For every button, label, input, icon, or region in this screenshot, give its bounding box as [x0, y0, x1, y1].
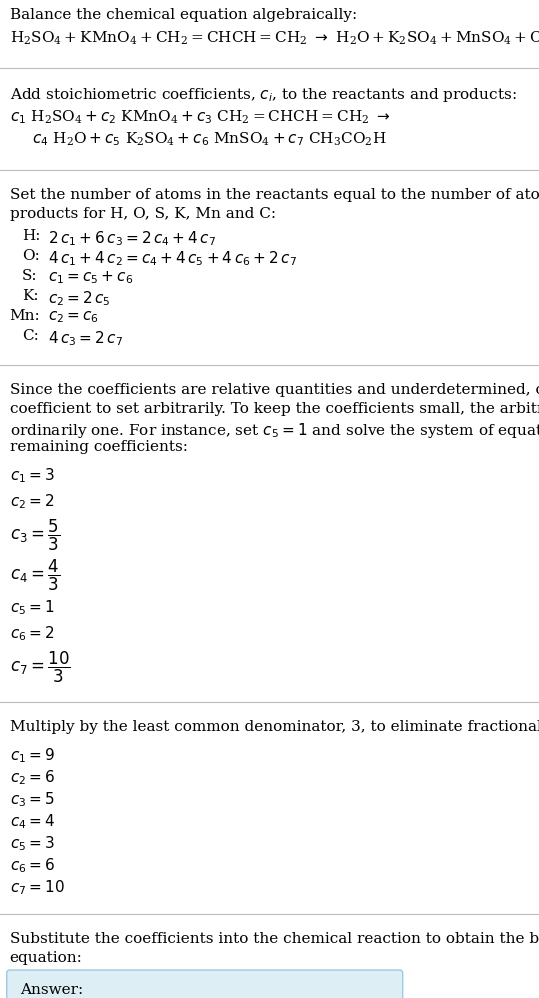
Text: $2\,c_1 + 6\,c_3 = 2\,c_4 + 4\,c_7$: $2\,c_1 + 6\,c_3 = 2\,c_4 + 4\,c_7$: [48, 229, 216, 248]
Text: $c_6 = 2$: $c_6 = 2$: [10, 624, 54, 643]
Text: Add stoichiometric coefficients, $\mathit{c_i}$, to the reactants and products:: Add stoichiometric coefficients, $\mathi…: [10, 86, 516, 104]
Text: $c_4 = \dfrac{4}{3}$: $c_4 = \dfrac{4}{3}$: [10, 558, 60, 593]
Text: $c_7 = 10$: $c_7 = 10$: [10, 878, 64, 896]
Text: Since the coefficients are relative quantities and underdetermined, choose a: Since the coefficients are relative quan…: [10, 383, 539, 397]
Text: $\mathregular{H_2SO_4 + KMnO_4 + CH_2{=}CHCH{=}CH_2}$$\ \rightarrow\ $$\mathregu: $\mathregular{H_2SO_4 + KMnO_4 + CH_2{=}…: [10, 30, 539, 47]
Text: $c_3 = \dfrac{5}{3}$: $c_3 = \dfrac{5}{3}$: [10, 518, 60, 553]
Text: Multiply by the least common denominator, 3, to eliminate fractional coefficient: Multiply by the least common denominator…: [10, 720, 539, 734]
Text: Answer:: Answer:: [20, 983, 83, 997]
Text: O:: O:: [22, 249, 39, 263]
Text: C:: C:: [22, 329, 39, 343]
Text: S:: S:: [22, 269, 37, 283]
Text: $c_3 = 5$: $c_3 = 5$: [10, 790, 54, 808]
Text: $c_2 = 6$: $c_2 = 6$: [10, 768, 55, 786]
Text: equation:: equation:: [10, 951, 82, 965]
Text: Substitute the coefficients into the chemical reaction to obtain the balanced: Substitute the coefficients into the che…: [10, 932, 539, 946]
Text: remaining coefficients:: remaining coefficients:: [10, 440, 188, 454]
Text: $4\,c_1 + 4\,c_2 = c_4 + 4\,c_5 + 4\,c_6 + 2\,c_7$: $4\,c_1 + 4\,c_2 = c_4 + 4\,c_5 + 4\,c_6…: [48, 249, 296, 267]
Text: $\mathit{c_4}\ \mathregular{H_2O} + \mathit{c_5}\ \mathregular{K_2SO_4} + \mathi: $\mathit{c_4}\ \mathregular{H_2O} + \mat…: [32, 130, 386, 148]
Text: Mn:: Mn:: [10, 309, 40, 323]
Text: $c_1 = c_5 + c_6$: $c_1 = c_5 + c_6$: [48, 269, 133, 285]
Text: $c_2 = 2\,c_5$: $c_2 = 2\,c_5$: [48, 289, 110, 307]
Text: $\mathit{c_1}\ \mathregular{H_2SO_4} + \mathit{c_2}\ \mathregular{KMnO_4} + \mat: $\mathit{c_1}\ \mathregular{H_2SO_4} + \…: [10, 108, 390, 126]
Text: $c_2 = 2$: $c_2 = 2$: [10, 492, 54, 511]
Text: ordinarily one. For instance, set $c_5 = 1$ and solve the system of equations fo: ordinarily one. For instance, set $c_5 =…: [10, 421, 539, 440]
Text: coefficient to set arbitrarily. To keep the coefficients small, the arbitrary va: coefficient to set arbitrarily. To keep …: [10, 402, 539, 416]
Text: $c_6 = 6$: $c_6 = 6$: [10, 856, 55, 874]
Text: $c_4 = 4$: $c_4 = 4$: [10, 812, 55, 830]
Text: $4\,c_3 = 2\,c_7$: $4\,c_3 = 2\,c_7$: [48, 329, 123, 347]
Text: Set the number of atoms in the reactants equal to the number of atoms in the: Set the number of atoms in the reactants…: [10, 188, 539, 202]
FancyBboxPatch shape: [6, 970, 403, 998]
Text: K:: K:: [22, 289, 38, 303]
Text: $c_2 = c_6$: $c_2 = c_6$: [48, 309, 99, 324]
Text: $c_1 = 3$: $c_1 = 3$: [10, 466, 54, 485]
Text: $c_5 = 3$: $c_5 = 3$: [10, 834, 54, 852]
Text: $c_7 = \dfrac{10}{3}$: $c_7 = \dfrac{10}{3}$: [10, 650, 70, 686]
Text: H:: H:: [22, 229, 40, 243]
Text: Balance the chemical equation algebraically:: Balance the chemical equation algebraica…: [10, 8, 357, 22]
Text: $c_1 = 9$: $c_1 = 9$: [10, 746, 54, 764]
Text: $c_5 = 1$: $c_5 = 1$: [10, 598, 54, 617]
Text: products for H, O, S, K, Mn and C:: products for H, O, S, K, Mn and C:: [10, 207, 276, 221]
